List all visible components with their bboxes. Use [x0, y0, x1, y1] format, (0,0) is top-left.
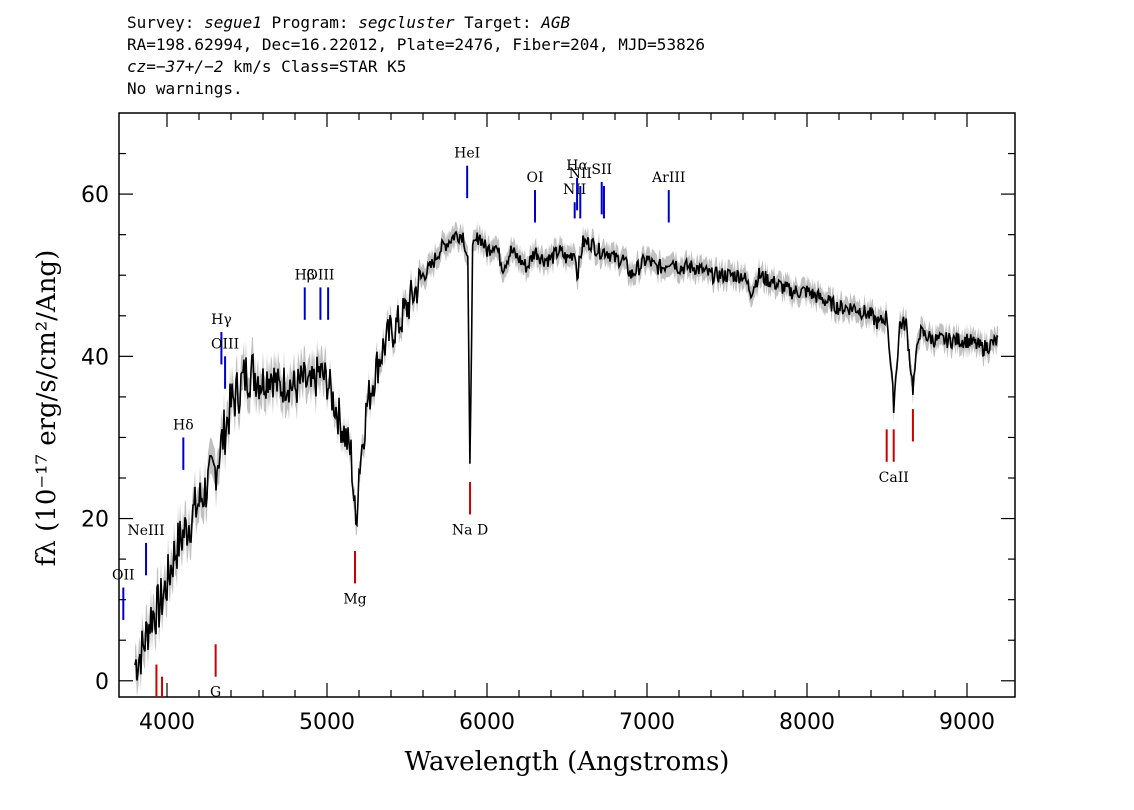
class-value: km/s Class=STAR K5 — [223, 57, 407, 76]
absorption-line-label: Na D — [452, 523, 488, 539]
header-line-survey: Survey: segue1 Program: segcluster Targe… — [127, 12, 705, 34]
x-tick-label: 8000 — [779, 710, 835, 735]
y-axis-title: fλ (10⁻¹⁷ erg/s/cm²/Ang) — [32, 250, 62, 566]
emission-line-label: SII — [591, 162, 612, 178]
header-line-warnings: No warnings. — [127, 79, 243, 98]
x-tick-label: 9000 — [939, 710, 995, 735]
survey-label: Survey: — [127, 13, 205, 32]
emission-line-label: Hγ — [211, 312, 232, 328]
y-tick-label: 60 — [81, 183, 109, 208]
y-tick-label: 40 — [81, 345, 109, 370]
emission-line-label: NII — [569, 166, 592, 182]
emission-line-label: OIII — [306, 267, 334, 283]
plot-frame — [118, 112, 1016, 698]
x-tick-label: 5000 — [299, 710, 355, 735]
emission-line-label: ArIII — [651, 170, 685, 186]
emission-line-label: NeIII — [127, 523, 164, 539]
x-tick-label: 6000 — [459, 710, 515, 735]
header-line-coordinates: RA=198.62994, Dec=16.22012, Plate=2476, … — [127, 35, 705, 54]
x-axis-title: Wavelength (Angstroms) — [405, 747, 730, 777]
absorption-line-label: Mg — [343, 591, 366, 607]
emission-line-label: NII — [563, 182, 586, 198]
error-band — [135, 221, 999, 697]
header-line-redshift: cz=−37+/−2 km/s Class=STAR K5 — [127, 56, 705, 78]
target-value: AGB — [541, 13, 571, 32]
emission-line-label: HeI — [454, 146, 480, 162]
spectrum-header: Survey: segue1 Program: segcluster Targe… — [127, 12, 705, 100]
target-label: Target: — [454, 13, 542, 32]
survey-value: segue1 — [204, 13, 262, 32]
emission-line-label: OI — [526, 170, 543, 186]
emission-line-label: Hα — [566, 158, 588, 174]
program-value: segcluster — [358, 13, 455, 32]
flux-series — [134, 230, 999, 681]
program-label: Program: — [261, 13, 359, 32]
y-tick-label: 20 — [81, 508, 109, 533]
emission-line-label: OII — [112, 568, 135, 584]
emission-line-label: Hβ — [295, 267, 315, 283]
emission-line-label: Hδ — [173, 417, 194, 433]
absorption-line-markers: G Mg Na D CaII — [155, 409, 914, 701]
absorption-line-label: G — [210, 685, 221, 701]
x-tick-label: 7000 — [619, 710, 675, 735]
absorption-line-label: CaII — [879, 470, 909, 486]
axes — [118, 112, 1016, 698]
flux-line — [134, 230, 999, 681]
flux-error-band — [135, 221, 999, 697]
y-tick-label: 0 — [95, 670, 109, 695]
x-tick-label: 4000 — [139, 710, 195, 735]
axis-ticks: 4000 5000 6000 7000 8000 9000 0 20 40 60 — [81, 113, 1015, 735]
emission-line-label: OIII — [211, 336, 239, 352]
cz-value: cz=−37+/−2 — [127, 57, 224, 76]
